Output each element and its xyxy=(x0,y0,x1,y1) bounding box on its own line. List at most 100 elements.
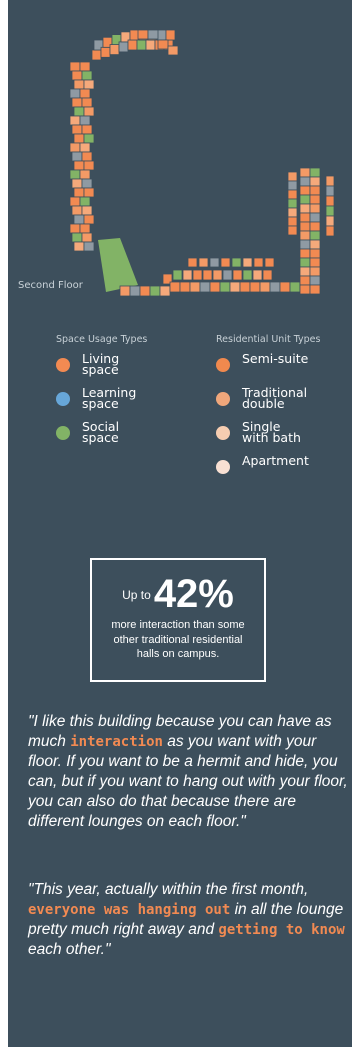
room-cell xyxy=(325,215,335,227)
room-cell xyxy=(69,196,81,207)
room-cell xyxy=(167,45,179,56)
room-cell xyxy=(71,232,83,243)
room-cell xyxy=(299,266,311,277)
space-usage-title: Space Usage Types xyxy=(56,334,148,345)
stat-description: more interaction than some other traditi… xyxy=(111,619,245,660)
room-cell xyxy=(73,79,85,90)
room-cell xyxy=(71,205,83,216)
room-cell xyxy=(139,285,151,297)
floor-label: Second Floor xyxy=(18,280,83,291)
room-cell xyxy=(109,44,120,55)
interaction-stat-box: Up to42% more interaction than some othe… xyxy=(90,558,266,682)
room-cell xyxy=(73,187,85,198)
room-cell xyxy=(83,214,95,225)
quote-2-highlight-b: getting to know xyxy=(218,922,345,938)
room-cell xyxy=(269,281,281,293)
traditional-double-dot xyxy=(216,392,230,406)
room-cell xyxy=(69,115,81,126)
room-cell xyxy=(69,142,81,153)
legend-label: Semi-suite xyxy=(242,351,309,366)
room-cell xyxy=(299,221,311,232)
room-cell xyxy=(242,257,253,268)
legend-item-traditional-double: Traditional double xyxy=(216,386,332,421)
quote-2: "This year, actually within the first mo… xyxy=(28,880,348,960)
room-cell xyxy=(309,266,321,277)
room-cell xyxy=(222,269,233,281)
room-cell xyxy=(289,281,301,293)
quote-2-text-b: in all the lounge pretty much right away… xyxy=(28,901,344,938)
room-cell xyxy=(149,285,161,297)
room-cell xyxy=(299,194,311,205)
room-cell xyxy=(264,257,275,268)
room-cell xyxy=(71,178,83,189)
room-cell xyxy=(309,239,321,250)
room-cell xyxy=(325,195,335,207)
room-cell xyxy=(119,285,131,297)
room-cell xyxy=(127,39,138,51)
room-cell xyxy=(162,273,173,285)
room-cell xyxy=(325,185,335,197)
room-cell xyxy=(100,46,111,58)
room-cell xyxy=(79,142,91,153)
room-cell xyxy=(309,185,321,196)
room-cell xyxy=(209,257,220,268)
left-wing xyxy=(69,61,95,252)
room-cell xyxy=(299,167,311,178)
room-cell xyxy=(73,160,85,171)
room-cell xyxy=(169,281,181,293)
room-cell xyxy=(325,225,335,237)
room-cell xyxy=(81,232,93,243)
room-cell xyxy=(299,212,311,223)
room-cell xyxy=(165,29,176,41)
space-usage-legend: Space Usage Types Living space Learning … xyxy=(56,334,172,455)
room-cell xyxy=(79,115,91,126)
room-cell xyxy=(73,241,85,252)
room-cell xyxy=(73,214,85,225)
legend-item-apartment: Apartment xyxy=(216,454,332,489)
room-cell xyxy=(279,281,291,293)
room-cell xyxy=(209,281,221,293)
legend-item-single-bath: Single with bath xyxy=(216,419,332,455)
legend-item-social: Social space xyxy=(56,419,172,455)
room-cell xyxy=(325,205,335,217)
room-cell xyxy=(81,205,93,216)
stat-headline: Up to42% xyxy=(92,572,264,617)
room-cell xyxy=(309,284,321,295)
room-cell xyxy=(325,175,335,187)
room-cell xyxy=(202,269,213,281)
room-cell xyxy=(71,151,83,162)
room-cell xyxy=(73,133,85,144)
room-cell xyxy=(299,284,311,295)
legend-label: Social space xyxy=(82,419,120,445)
room-cell xyxy=(73,106,85,117)
room-cell xyxy=(309,167,321,178)
room-cell xyxy=(189,281,201,293)
room-cell xyxy=(79,196,91,207)
legend-label: Single with bath xyxy=(242,419,301,445)
room-cell xyxy=(299,275,311,286)
room-cell xyxy=(79,88,91,99)
room-cell xyxy=(232,269,243,281)
quote-1-highlight: interaction xyxy=(70,734,163,750)
room-cell xyxy=(287,216,298,227)
room-cell xyxy=(145,39,156,51)
room-cell xyxy=(309,221,321,232)
quote-1: "I like this building because you can ha… xyxy=(28,712,348,832)
room-cell xyxy=(299,203,311,214)
room-cell xyxy=(83,241,95,252)
top-wing xyxy=(91,29,179,61)
room-cell xyxy=(253,257,264,268)
room-cell xyxy=(79,61,91,72)
legend-label: Learning space xyxy=(82,385,137,411)
room-cell xyxy=(71,70,83,81)
room-cell xyxy=(299,257,311,268)
room-cell xyxy=(157,39,169,50)
room-cell xyxy=(220,257,231,268)
room-cell xyxy=(287,198,298,209)
room-cell xyxy=(136,39,147,51)
room-cell xyxy=(309,212,321,223)
room-cell xyxy=(249,281,261,293)
room-cell xyxy=(69,61,81,72)
room-cell xyxy=(71,97,83,108)
single-bath-dot xyxy=(216,426,230,440)
